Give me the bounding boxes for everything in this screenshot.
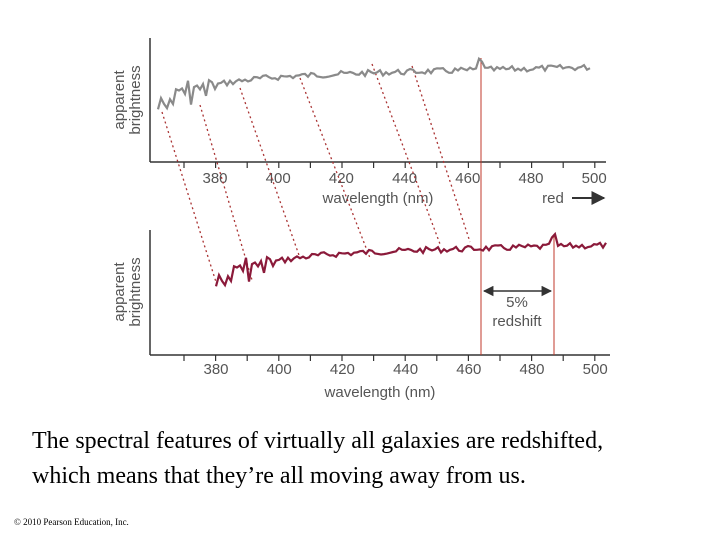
x-tick-label: 400 (267, 361, 292, 378)
x-label: wavelength (nm) (322, 190, 434, 207)
ticks (183, 162, 596, 168)
caption-line: which means that they’re all moving away… (32, 463, 526, 489)
x-tick-label: 440 (393, 361, 418, 378)
x-tick-label: 480 (518, 170, 543, 187)
spectrum-top (156, 56, 591, 111)
x-tick-label: 440 (392, 170, 417, 187)
x-tick-label: 400 (266, 170, 291, 187)
annotation: 5% (506, 294, 528, 311)
x-tick-label: 380 (203, 361, 228, 378)
direction-label: red (542, 190, 564, 207)
tick-labels: 380 400 420 440 460 480 500 (202, 170, 606, 187)
x-tick-label: 460 (456, 361, 481, 378)
copyright: © 2010 Pearson Education, Inc. (14, 517, 129, 527)
spectrum-bottom (214, 231, 607, 288)
connector-lines (161, 63, 471, 283)
x-tick-label: 480 (519, 361, 544, 378)
y-label: apparent (111, 70, 128, 130)
spectra-figure: apparent brightness 380 400 420 440 460 480 50… (111, 38, 610, 401)
top-panel: apparent brightness 380 400 420 440 460 480 50… (111, 38, 607, 207)
x-tick-label: 500 (583, 361, 608, 378)
tick-labels: 380 400 420 440 460 480 500 (203, 361, 607, 378)
x-tick-label: 380 (202, 170, 227, 187)
y-label: brightness (127, 65, 144, 134)
y-label: brightness (127, 257, 144, 326)
annotation: redshift (492, 313, 542, 330)
ticks (183, 355, 596, 361)
y-label: apparent (111, 262, 128, 322)
x-tick-label: 500 (582, 170, 607, 187)
bottom-panel: apparent brightness 380 400 420 440 460 480 50… (111, 230, 610, 401)
x-tick-label: 420 (330, 361, 355, 378)
x-tick-label: 420 (329, 170, 354, 187)
x-label: wavelength (nm) (324, 384, 436, 401)
x-tick-label: 460 (455, 170, 480, 187)
caption-line: The spectral features of virtually all g… (32, 428, 604, 454)
